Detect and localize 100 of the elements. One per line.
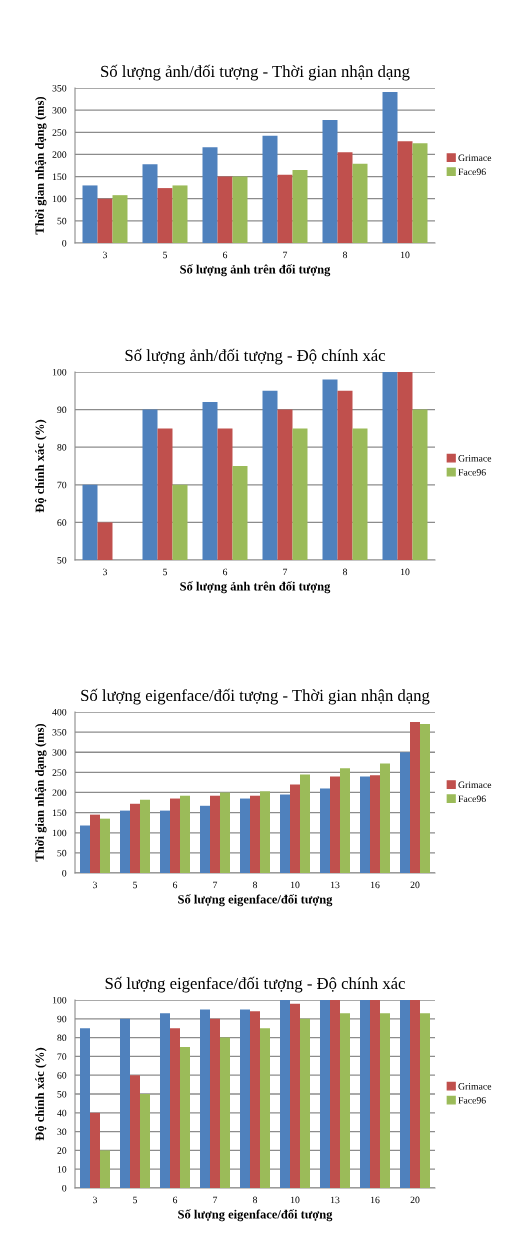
y-tick-label: 70 [57, 481, 67, 489]
bar [80, 1028, 90, 1188]
bar [120, 1018, 130, 1188]
bar [97, 198, 113, 243]
bar [112, 195, 128, 243]
y-tick-label: 60 [57, 1072, 67, 1079]
bar [160, 810, 170, 873]
bar [330, 1000, 340, 1188]
legend-label: Face96 [458, 1097, 486, 1104]
y-axis-title: Thời gian nhận dạng (ms) [34, 723, 47, 862]
bar [380, 763, 390, 873]
bar [280, 794, 290, 873]
x-tick-label: 20 [410, 881, 420, 889]
x-tick-label: 10 [400, 568, 410, 576]
x-tick-label: 6 [222, 251, 228, 259]
y-tick-label: 50 [57, 849, 67, 857]
chart-title: Số lượng eigenface/đối tượng - Độ chính xác [105, 976, 405, 993]
x-tick-label: 13 [330, 881, 340, 889]
y-tick-label: 60 [57, 519, 67, 526]
y-tick-label: 20 [57, 1147, 67, 1154]
y-tick-label: 0 [62, 1184, 67, 1192]
bar [280, 1000, 290, 1188]
x-tick-label: 7 [213, 881, 218, 889]
bar [352, 163, 368, 243]
bar [240, 798, 250, 873]
bar [320, 1000, 330, 1188]
y-tick-label: 90 [57, 406, 67, 414]
y-tick-label: 200 [52, 789, 67, 796]
bar [180, 795, 190, 873]
y-tick-label: 0 [62, 239, 67, 247]
x-tick-label: 3 [103, 568, 108, 576]
legend-label: Grimace [458, 1083, 492, 1090]
x-tick-label: 8 [342, 251, 348, 259]
bar [420, 1013, 430, 1188]
x-tick-label: 10 [290, 881, 300, 889]
x-tick-label: 8 [252, 1196, 258, 1204]
y-tick-label: 100 [52, 195, 67, 203]
y-tick-label: 50 [57, 217, 67, 225]
y-tick-label: 30 [57, 1128, 67, 1136]
bar [100, 1150, 110, 1188]
bar [200, 1009, 210, 1188]
bar [400, 752, 410, 873]
bar [142, 164, 158, 243]
x-tick-label: 5 [133, 1196, 138, 1204]
legend-label: Face96 [458, 168, 486, 176]
bar [292, 169, 308, 243]
y-axis-title: Độ chính xác (%) [35, 1047, 47, 1141]
x-tick-label: 20 [410, 1196, 420, 1204]
bar [80, 825, 90, 873]
bar [410, 722, 420, 873]
bar [90, 814, 100, 873]
bar [232, 176, 248, 243]
bar [120, 810, 130, 873]
y-tick-label: 90 [57, 1015, 67, 1023]
bar [170, 798, 180, 873]
y-tick-label: 150 [52, 173, 67, 181]
y-tick-label: 350 [52, 729, 67, 736]
x-tick-label: 5 [163, 568, 168, 576]
bar [397, 141, 413, 243]
x-tick-label: 7 [283, 251, 288, 259]
bar [140, 799, 150, 873]
y-tick-label: 300 [52, 749, 67, 756]
y-tick-label: 40 [57, 1109, 67, 1117]
x-tick-label: 13 [330, 1196, 340, 1204]
bar [262, 135, 278, 243]
y-tick-label: 50 [57, 1090, 67, 1098]
bar [382, 91, 398, 243]
y-tick-label: 50 [57, 556, 67, 564]
x-tick-label: 7 [213, 1196, 218, 1204]
bar [217, 176, 233, 243]
x-tick-label: 8 [252, 881, 258, 889]
y-tick-label: 80 [57, 444, 67, 451]
bar [290, 1003, 300, 1188]
x-tick-label: 6 [172, 881, 178, 889]
bar [340, 768, 350, 873]
bar [260, 791, 270, 873]
legend-label: Face96 [458, 469, 486, 476]
legend-label: Grimace [458, 781, 492, 789]
x-tick-label: 6 [172, 1196, 178, 1204]
y-tick-label: 200 [52, 151, 67, 158]
bar [290, 784, 300, 873]
y-tick-label: 350 [52, 84, 67, 92]
chart-title: Số lượng ảnh/đối tượng - Độ chính xác [125, 348, 386, 365]
bar [130, 803, 140, 873]
bar [360, 1000, 370, 1188]
x-tick-label: 3 [93, 1196, 98, 1204]
bar [370, 775, 380, 873]
chart-title: Số lượng ảnh/đối tượng - Thời gian nhận dạng [101, 64, 410, 81]
bar [130, 1075, 140, 1188]
x-tick-label: 5 [133, 881, 138, 889]
y-tick-label: 250 [52, 769, 67, 776]
x-axis-title: Số lượng eigenface/đối tượng [178, 1209, 333, 1222]
bar [202, 147, 218, 243]
legend-label: Grimace [458, 455, 492, 462]
bar [380, 1013, 390, 1188]
y-tick-label: 70 [57, 1053, 67, 1060]
y-tick-label: 10 [57, 1166, 67, 1173]
y-tick-label: 0 [62, 869, 67, 877]
bar [410, 1000, 420, 1188]
bar [300, 774, 310, 873]
